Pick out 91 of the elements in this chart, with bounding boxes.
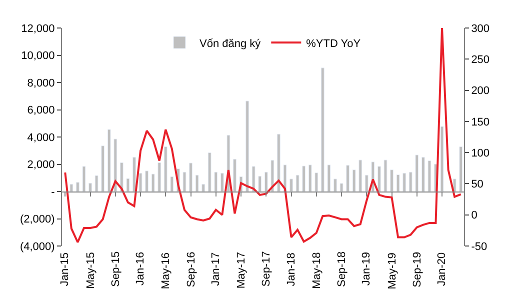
bar: [258, 176, 262, 192]
bar: [277, 134, 280, 192]
x-tick-label: Sep-17: [260, 251, 273, 287]
y2-tick-label: 300: [471, 22, 490, 35]
y-tick-label: -: [51, 186, 56, 198]
y-tick-label: 8,000: [27, 77, 55, 90]
bar: [422, 157, 425, 192]
y2-tick-label: 50: [471, 178, 484, 191]
bar: [459, 146, 463, 192]
bar: [145, 170, 148, 192]
bar: [208, 152, 212, 192]
bar: [452, 178, 456, 192]
bar: [302, 166, 306, 192]
bar: [101, 146, 104, 192]
y2-tick-label: -50: [471, 240, 488, 253]
x-tick-label: Jan-17: [210, 252, 222, 286]
bar: [290, 178, 293, 192]
x-tick-label: May-16: [160, 252, 172, 290]
bar: [252, 166, 256, 192]
bar: [126, 178, 130, 192]
x-tick-label: May-15: [84, 252, 97, 289]
bar: [390, 170, 394, 192]
x-tick-label: May-17: [236, 252, 248, 289]
bar: [132, 157, 136, 192]
legend-label: %YTD YoY: [306, 38, 362, 50]
bar: [214, 172, 218, 192]
y2-tick-label: 150: [471, 116, 490, 128]
bar: [428, 160, 432, 192]
y-tick-label: (4,000): [20, 240, 55, 253]
bar: [82, 166, 86, 192]
bar: [195, 174, 199, 192]
bar: [308, 164, 312, 192]
bar: [158, 162, 162, 192]
bar: [94, 175, 98, 192]
bar: [346, 165, 350, 192]
bar: [415, 154, 419, 192]
bar: [88, 182, 92, 192]
y2-tick-label: 0: [471, 210, 478, 222]
x-tick-label: Jan-15: [59, 252, 72, 286]
y2-tick-label: 100: [471, 147, 490, 160]
bar: [246, 100, 249, 192]
y-tick-label: (2,000): [20, 214, 55, 226]
y-tick-label: 6,000: [27, 104, 55, 117]
bar: [396, 174, 400, 192]
bar: [182, 172, 186, 192]
bar: [296, 174, 300, 192]
x-tick-label: Sep-18: [336, 252, 348, 288]
bar: [114, 138, 118, 192]
y2-tick-label: 250: [471, 54, 490, 66]
line-series: [64, 28, 462, 244]
x-tick-label: Jan-19: [360, 252, 373, 286]
bar: [352, 170, 356, 192]
x-tick-label: Sep-19: [411, 252, 424, 288]
x-tick-label: May-18: [310, 252, 323, 289]
bar: [220, 172, 224, 192]
bar: [264, 172, 268, 192]
x-tick-label: May-19: [386, 252, 398, 290]
bar: [107, 129, 111, 192]
bar: [440, 126, 444, 192]
bar: [314, 172, 318, 192]
y-tick-label: 2,000: [27, 159, 55, 172]
x-tick-label: Jan-20: [436, 252, 448, 286]
x-tick-label: Jan-16: [134, 252, 147, 286]
bar: [364, 174, 368, 192]
bar: [408, 172, 412, 192]
y-tick-label: 4,000: [27, 132, 55, 144]
bar: [334, 178, 337, 192]
bar: [378, 166, 381, 192]
bar: [233, 158, 236, 192]
x-tick-label: Sep-15: [110, 251, 122, 287]
bar: [321, 68, 324, 192]
bar: [189, 162, 192, 192]
bar: [358, 160, 362, 192]
bar: [170, 176, 174, 192]
bar: [327, 164, 331, 192]
bar: [151, 174, 155, 192]
bar: [76, 182, 80, 192]
bar: [138, 172, 142, 192]
x-tick-label: Sep-16: [185, 252, 198, 288]
bar: [164, 146, 168, 192]
y-tick-label: 10,000: [21, 50, 55, 62]
x-tick-label: Jan-18: [285, 252, 298, 286]
bar: [384, 160, 388, 192]
bar: [270, 160, 274, 192]
legend-label: Vốn đăng ký: [200, 38, 262, 50]
y2-tick-label: 200: [471, 85, 490, 98]
bar: [70, 184, 74, 192]
bar: [202, 184, 205, 192]
y-tick-label: 12,000: [21, 22, 55, 35]
bar: [340, 183, 344, 192]
bar: [402, 172, 406, 192]
